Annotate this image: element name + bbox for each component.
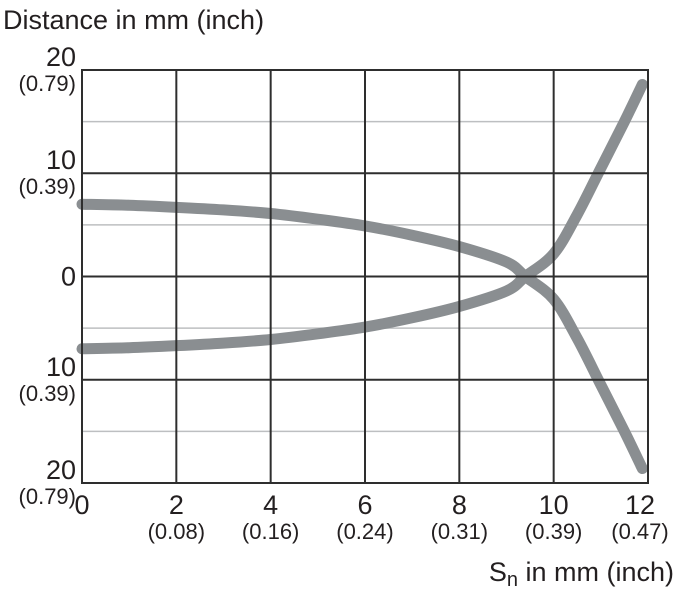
x-tick-inch: (0.24) [336,519,394,544]
curve-lower-rising-curve [76,78,648,355]
y-tick-label-4: 20 (0.79) [0,455,76,510]
x-tick-inch: (0.08) [147,519,206,544]
x-tick-mm: 12 [624,490,656,520]
y-tick-mm: 0 [60,261,76,291]
x-tick-inch: (0.39) [524,519,583,544]
x-axis-title-suffix: in mm (inch) [517,557,674,587]
x-tick-label-4: 8 (0.31) [404,490,514,545]
y-axis-title: Distance in mm (inch) [3,5,265,35]
x-tick-inch: (0.31) [430,519,489,544]
y-tick-inch: (0.79) [18,71,76,96]
x-tick-label-3: 6 (0.24) [310,490,420,545]
x-tick-mm: 10 [538,490,569,520]
y-tick-mm: 10 [45,145,76,176]
x-tick-mm: 2 [168,490,184,520]
x-tick-label-0: 0 [27,492,137,519]
y-tick-inch: (0.39) [18,174,76,200]
x-tick-label-6: 12 (0.47) [585,490,679,545]
y-tick-label-3: 10 (0.39) [0,351,76,406]
curve-upper-falling-curve [76,198,648,475]
x-tick-mm: 4 [263,490,279,520]
y-tick-inch: (0.39) [18,380,76,406]
y-tick-mm: 20 [45,42,76,72]
x-tick-label-2: 4 (0.16) [216,490,326,545]
plot-border [81,69,649,484]
x-tick-inch: (0.16) [241,519,300,544]
plot-svg [76,69,649,484]
x-tick-mm: 0 [74,490,90,520]
x-tick-mm: 6 [357,490,373,520]
y-tick-label-0: 20 (0.79) [0,42,76,97]
x-tick-mm: 8 [451,490,467,520]
y-tick-mm: 20 [45,455,76,485]
plot-area [76,69,649,484]
x-axis-title-subscript: n [506,569,518,591]
y-tick-mm: 10 [45,351,76,382]
x-tick-inch: (0.47) [611,519,669,544]
x-tick-label-5: 10 (0.39) [499,490,609,545]
y-tick-label-2: 0 [0,263,76,290]
y-tick-inch: (0.79) [18,484,76,509]
y-tick-label-1: 10 (0.39) [0,145,76,200]
x-axis-title: Sn in mm (inch) [489,557,674,595]
x-axis-title-prefix: S [488,557,507,587]
x-tick-label-1: 2 (0.08) [121,490,231,545]
